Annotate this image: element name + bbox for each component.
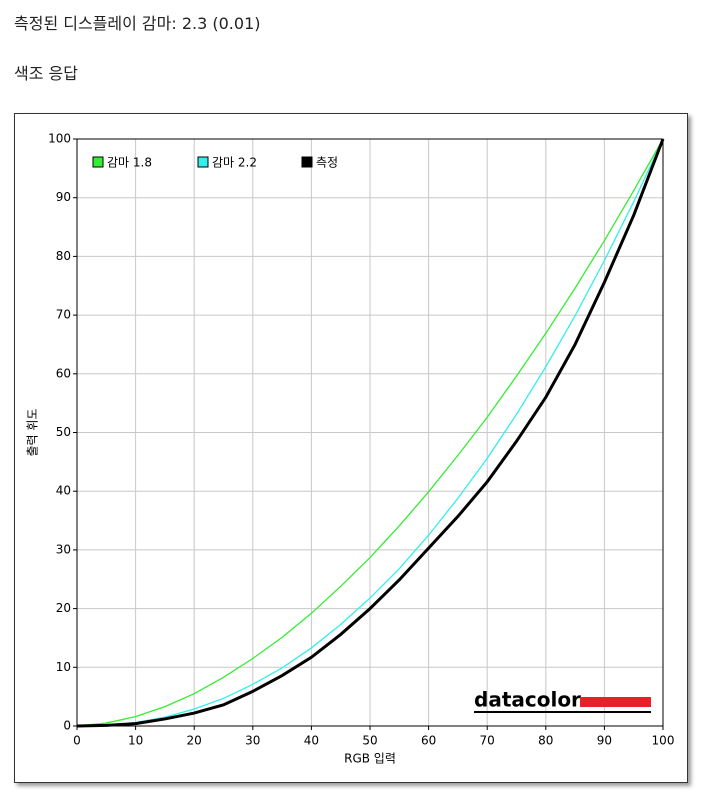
y-tick-label: 10 [56, 660, 71, 674]
y-tick-label: 60 [56, 366, 71, 380]
x-tick-label: 60 [421, 734, 436, 748]
plot-border [76, 138, 664, 727]
series-line [76, 138, 664, 727]
gamma-result: 측정된 디스플레이 감마: 2.3 (0.01) [14, 14, 261, 33]
series-line [76, 138, 665, 728]
section-title: 색조 응답 [14, 64, 78, 83]
y-tick-label: 50 [56, 425, 71, 439]
y-tick-label: 20 [56, 601, 71, 615]
y-tick-label: 80 [56, 249, 71, 263]
x-tick-label: 0 [73, 734, 81, 748]
x-tick-label: 30 [245, 734, 260, 748]
x-tick-label: 80 [538, 734, 553, 748]
x-tick-label: 40 [304, 734, 319, 748]
x-tick-label: 50 [362, 734, 377, 748]
chart-frame [14, 113, 688, 783]
legend-label: 감마 2.2 [212, 156, 257, 170]
legend-label: 측정 [316, 156, 338, 170]
legend-swatch [301, 156, 313, 168]
x-tick-label: 100 [652, 734, 675, 748]
y-tick-label: 40 [56, 484, 71, 498]
series-line [76, 138, 664, 727]
x-tick-label: 10 [128, 734, 143, 748]
x-tick-label: 90 [597, 734, 612, 748]
legend-label: 감마 1.8 [107, 156, 152, 170]
y-tick-label: 90 [56, 190, 71, 204]
y-tick-label: 100 [48, 132, 71, 146]
legend-swatch [197, 156, 209, 168]
x-tick-label: 20 [187, 734, 202, 748]
x-axis-label: RGB 입력 [344, 752, 396, 766]
x-tick-label: 70 [480, 734, 495, 748]
y-tick-label: 70 [56, 308, 71, 322]
legend-swatch [92, 156, 104, 168]
y-tick-label: 0 [63, 719, 71, 733]
y-axis-label: 출력 휘도 [26, 409, 40, 457]
logo-text: datacolor [474, 688, 581, 712]
logo-bar [580, 697, 651, 707]
y-tick-label: 30 [56, 542, 71, 556]
